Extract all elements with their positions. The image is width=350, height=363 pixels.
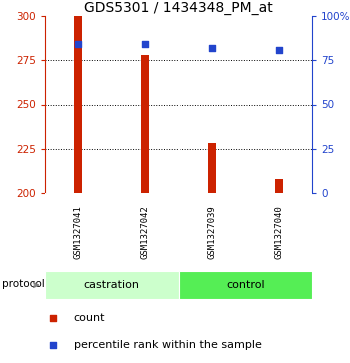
Text: count: count xyxy=(74,313,105,323)
Text: GSM1327041: GSM1327041 xyxy=(74,205,83,259)
Point xyxy=(209,45,215,51)
Text: GSM1327042: GSM1327042 xyxy=(141,205,150,259)
Point xyxy=(50,342,55,348)
Point xyxy=(50,315,55,321)
Text: GSM1327040: GSM1327040 xyxy=(274,205,283,259)
Bar xyxy=(74,16,82,193)
Bar xyxy=(45,271,178,299)
Point xyxy=(142,41,148,47)
Bar xyxy=(141,55,149,193)
Title: GDS5301 / 1434348_PM_at: GDS5301 / 1434348_PM_at xyxy=(84,1,273,15)
Bar xyxy=(208,143,216,193)
Bar xyxy=(275,179,283,193)
Point xyxy=(76,41,81,47)
Text: castration: castration xyxy=(84,280,140,290)
Bar xyxy=(178,271,312,299)
Text: percentile rank within the sample: percentile rank within the sample xyxy=(74,340,261,350)
Text: protocol: protocol xyxy=(2,278,45,289)
Text: GSM1327039: GSM1327039 xyxy=(207,205,216,259)
Text: control: control xyxy=(226,280,265,290)
Point xyxy=(276,47,281,53)
